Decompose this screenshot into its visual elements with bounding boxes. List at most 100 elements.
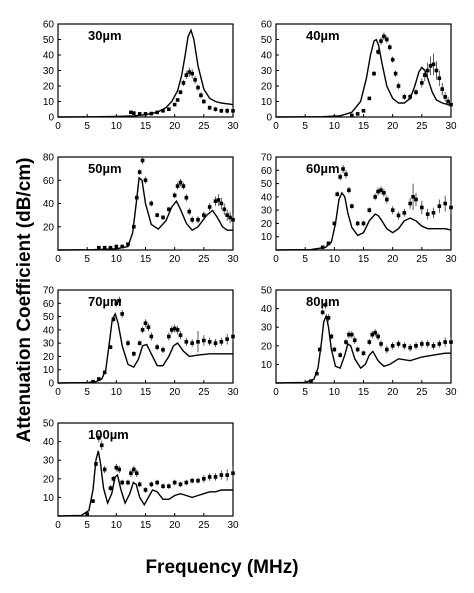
- data-point: [338, 175, 342, 179]
- data-point: [155, 213, 159, 217]
- x-tick-label: 30: [445, 121, 457, 132]
- data-point: [355, 221, 360, 226]
- data-point: [379, 342, 383, 346]
- data-point: [172, 102, 177, 107]
- data-point: [202, 477, 206, 481]
- y-tick-label: 50: [43, 35, 55, 46]
- data-point: [425, 212, 430, 216]
- chart-panel: 0 5 10 15 20 25 30 0 10 20 30 40 50 60 40µm: [261, 20, 457, 133]
- chart-panel: 0 5 10 15 20 25 30 0 10 20 30 40 50 60 30µm: [43, 20, 239, 133]
- data-point: [315, 371, 319, 376]
- x-tick-label: 5: [84, 387, 90, 398]
- data-point: [379, 188, 383, 193]
- y-tick-label: 10: [261, 97, 273, 108]
- data-point: [402, 344, 407, 348]
- data-point: [213, 341, 218, 345]
- y-tick-label: 10: [43, 365, 55, 376]
- y-tick-label: 30: [261, 66, 273, 77]
- data-point: [373, 330, 377, 335]
- data-point: [225, 213, 229, 217]
- data-point: [390, 57, 395, 62]
- data-point: [317, 347, 322, 352]
- data-point: [102, 467, 107, 472]
- data-point: [178, 333, 183, 337]
- x-tick-label: 10: [329, 387, 341, 398]
- data-point: [385, 197, 389, 202]
- x-tick-label: 20: [387, 254, 399, 265]
- x-tick-label: 0: [273, 387, 279, 398]
- panel-title: 100µm: [88, 427, 129, 442]
- data-point: [184, 195, 189, 200]
- data-point: [175, 98, 180, 102]
- y-tick-label: 30: [43, 66, 55, 77]
- theory-line: [275, 313, 451, 384]
- data-point: [420, 342, 424, 346]
- data-point: [402, 211, 407, 215]
- y-tick-label: 40: [261, 51, 273, 62]
- data-point: [213, 475, 218, 479]
- y-tick-label: 10: [261, 232, 273, 243]
- data-point: [332, 347, 337, 352]
- data-point: [443, 201, 447, 206]
- x-tick-label: 15: [140, 121, 152, 132]
- x-tick-label: 30: [227, 254, 239, 265]
- y-tick-label: 10: [43, 97, 55, 108]
- data-point: [190, 478, 194, 483]
- data-point: [117, 298, 122, 303]
- y-tick-label: 20: [261, 219, 273, 230]
- x-tick-label: 20: [387, 121, 399, 132]
- data-point: [361, 351, 366, 356]
- plot-frame: [57, 23, 234, 118]
- y-tick-label: 30: [261, 323, 273, 334]
- data-point: [155, 110, 159, 115]
- data-point: [187, 70, 192, 74]
- panel-title: 50µm: [88, 161, 122, 176]
- y-tick-label: 10: [43, 493, 55, 504]
- plot-frame: [275, 289, 452, 384]
- y-tick-label: 20: [43, 82, 55, 93]
- x-tick-label: 30: [227, 387, 239, 398]
- data-point: [102, 245, 107, 250]
- data-point: [231, 471, 235, 476]
- data-point: [379, 39, 383, 43]
- data-point: [167, 107, 171, 112]
- data-point: [149, 482, 154, 487]
- y-tick-label: 30: [261, 206, 273, 217]
- x-tick-label: 25: [198, 121, 210, 132]
- data-point: [172, 480, 177, 485]
- data-point: [408, 95, 412, 99]
- x-tick-label: 0: [55, 254, 61, 265]
- data-point: [370, 332, 375, 337]
- data-point: [190, 71, 194, 76]
- data-point: [149, 334, 154, 339]
- y-tick-label: 0: [266, 113, 272, 124]
- data-point: [146, 325, 151, 329]
- y-tick-label: 40: [261, 304, 273, 315]
- x-tick-label: 25: [198, 520, 210, 531]
- data-point: [437, 342, 442, 346]
- data-point: [350, 113, 354, 118]
- x-tick-label: 25: [416, 387, 428, 398]
- data-point: [320, 310, 325, 315]
- data-point: [219, 201, 224, 206]
- data-point: [411, 195, 415, 199]
- x-tick-label: 0: [55, 387, 61, 398]
- data-point: [178, 482, 183, 487]
- y-tick-label: 20: [261, 341, 273, 352]
- data-point: [193, 78, 197, 82]
- theory-line: [275, 38, 451, 118]
- data-point: [390, 208, 395, 212]
- data-point: [219, 109, 224, 113]
- data-point: [99, 443, 104, 448]
- data-point: [108, 245, 113, 250]
- data-point: [352, 338, 357, 343]
- x-tick-label: 0: [55, 121, 61, 132]
- y-tick-label: 30: [43, 456, 55, 467]
- data-point: [376, 189, 380, 194]
- data-point: [172, 193, 177, 198]
- theory-line: [57, 176, 233, 251]
- data-point: [132, 111, 136, 115]
- data-point: [390, 344, 395, 348]
- plot-frame: [275, 156, 452, 251]
- data-point: [172, 326, 177, 331]
